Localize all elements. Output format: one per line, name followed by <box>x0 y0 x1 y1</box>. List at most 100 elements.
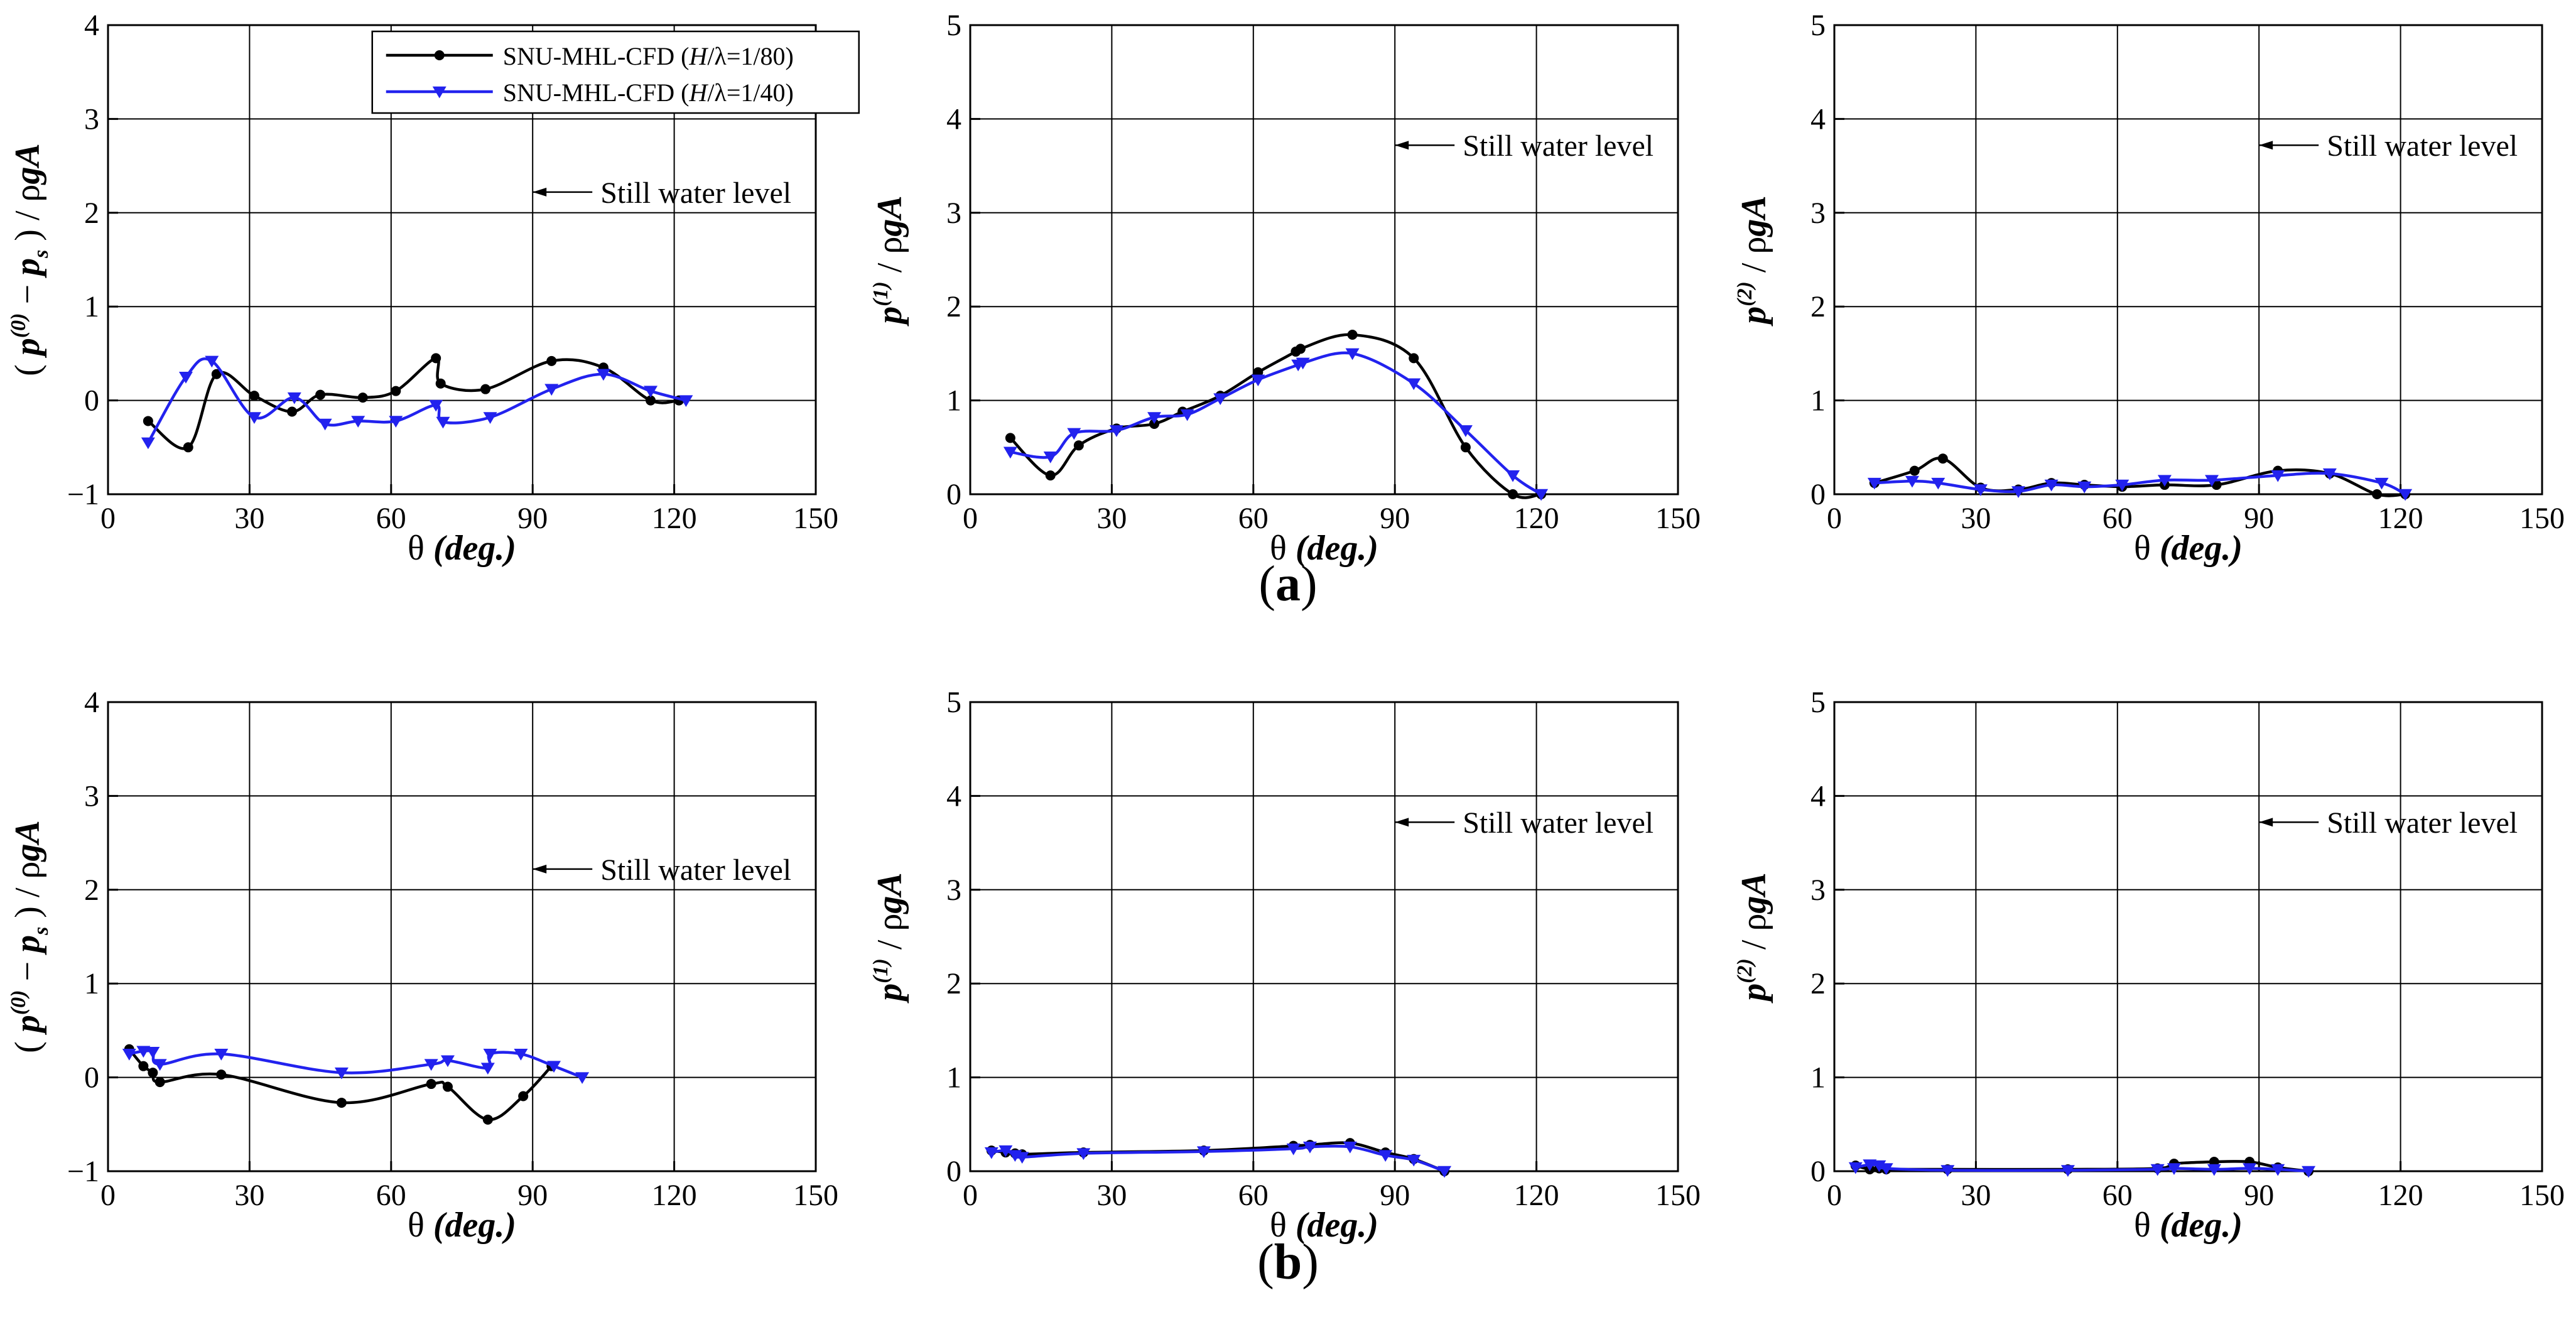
data-point-h40 <box>2243 1163 2257 1175</box>
data-point-h40 <box>483 412 497 424</box>
data-point-h40 <box>1407 1154 1421 1167</box>
grid <box>1834 25 2542 494</box>
data-point-h40 <box>544 384 559 396</box>
y-tick-label: 3 <box>946 197 961 230</box>
annotation-arrow-head <box>2259 141 2273 150</box>
y-tick-label: 2 <box>946 967 961 1000</box>
x-tick-label: 0 <box>963 502 978 535</box>
data-point-h40 <box>429 399 443 412</box>
data-point-h40 <box>1437 1166 1452 1178</box>
y-tick-label: 2 <box>1810 290 1826 323</box>
x-tick-label: 90 <box>517 1179 548 1212</box>
series-line-h40 <box>1010 351 1542 495</box>
y-tick-label: 3 <box>84 779 99 813</box>
y-tick-label: 2 <box>946 290 961 323</box>
data-point-h40 <box>141 437 155 450</box>
x-axis-label: θ (deg.) <box>408 529 516 568</box>
chart-panel-b1: 0 30 60 90 120 150 0 1 2 3 4 5 θ (deg.) p(1) / ρgA Sti… <box>869 686 1701 1245</box>
data-point-h40 <box>1076 1148 1091 1161</box>
data-point-h40 <box>2157 475 2172 487</box>
data-point-h40 <box>2077 481 2092 494</box>
legend-marker-1 <box>432 86 446 99</box>
data-point-h40 <box>2011 486 2026 498</box>
series-line-h80 <box>991 1141 1445 1173</box>
data-point-h40 <box>424 1059 438 1071</box>
plot-frame <box>1833 701 2543 1172</box>
annotation-arrow-head <box>533 187 547 197</box>
annotation-arrow-head <box>2259 818 2273 827</box>
data-point-h40 <box>214 1049 229 1061</box>
data-point-h40 <box>1378 1150 1393 1162</box>
chart-panel-a2: 0 30 60 90 120 150 0 1 2 3 4 5 θ (deg.) p(2) / ρgA Sti… <box>1733 9 2565 568</box>
x-tick-label: 0 <box>1827 502 1842 535</box>
panel-b-letter: b <box>1274 1235 1302 1290</box>
data-point-h80 <box>480 384 491 394</box>
grid <box>970 25 1678 494</box>
y-tick-label: 4 <box>946 102 961 136</box>
data-point-h40 <box>1534 489 1549 501</box>
data-point-h40 <box>1180 409 1194 421</box>
data-point-h80 <box>2372 489 2383 499</box>
data-point-h40 <box>1867 477 1881 490</box>
y-axis-label: p(2) / ρgA <box>1733 872 1773 1004</box>
data-point-h80 <box>138 1061 149 1071</box>
data-point-h40 <box>1003 447 1017 459</box>
y-tick-label: 3 <box>84 102 99 136</box>
data-point-h80 <box>1005 433 1015 443</box>
annotation-label: Still water level <box>2327 129 2518 163</box>
data-point-h40 <box>1506 470 1520 482</box>
x-tick-label: 60 <box>2102 1179 2133 1212</box>
y-tick-label: 1 <box>946 1061 961 1095</box>
grid <box>1834 702 2542 1171</box>
y-tick-label: 5 <box>946 686 961 719</box>
x-axis-label: θ (deg.) <box>1270 529 1378 568</box>
y-axis-label: p(2) / ρgA <box>1733 195 1773 327</box>
x-tick-label: 0 <box>100 1179 116 1212</box>
x-axis-label: θ (deg.) <box>2134 1206 2243 1245</box>
still-water-annotation: Still water level <box>533 176 791 210</box>
data-point-h40 <box>1043 451 1058 463</box>
data-point-h40 <box>247 412 261 424</box>
y-tick-label: 2 <box>84 874 99 907</box>
y-tick-label: 0 <box>946 478 961 511</box>
y-tick-label: 0 <box>84 384 99 418</box>
data-point-h80 <box>518 1091 529 1102</box>
data-point-h40 <box>1067 428 1081 440</box>
y-tick-label: 2 <box>1810 967 1826 1000</box>
data-point-h40 <box>2150 1164 2165 1176</box>
annotation-arrow-head <box>1395 818 1409 827</box>
x-tick-label: 150 <box>1655 1179 1701 1212</box>
y-tick-label: 1 <box>1810 384 1826 418</box>
x-tick-label: 120 <box>652 1179 697 1212</box>
y-tick-label: 5 <box>946 9 961 42</box>
data-point-h80 <box>435 378 446 389</box>
y-tick-label: 5 <box>1810 9 1826 42</box>
x-tick-label: 90 <box>1380 1179 1410 1212</box>
data-point-h80 <box>287 406 298 417</box>
y-tick-label: 4 <box>1810 102 1826 136</box>
legend-label-1: SNU-MHL-CFD (H/λ=1/40) <box>503 78 794 107</box>
data-point-h80 <box>391 386 401 396</box>
data-point-h40 <box>2302 1166 2316 1178</box>
x-tick-label: 150 <box>793 502 838 535</box>
y-tick-label: 1 <box>84 290 99 323</box>
data-point-h40 <box>2060 1165 2075 1177</box>
legend: SNU-MHL-CFD (H/λ=1/80) SNU-MHL-CFD (H/λ=1… <box>371 30 860 114</box>
data-point-h40 <box>2398 489 2413 501</box>
data-point-h40 <box>122 1049 136 1061</box>
y-tick-label: 3 <box>1810 197 1826 230</box>
y-tick-label: 0 <box>84 1061 99 1095</box>
data-point-h40 <box>1109 425 1123 437</box>
still-water-annotation: Still water level <box>533 853 791 887</box>
x-axis-label: θ (deg.) <box>2134 529 2243 568</box>
data-point-h40 <box>351 416 365 428</box>
data-point-h80 <box>1508 489 1518 499</box>
x-tick-label: 120 <box>2378 502 2423 535</box>
y-tick-label: 1 <box>946 384 961 418</box>
y-tick-label: 1 <box>1810 1061 1826 1095</box>
data-point-h80 <box>1937 453 1948 464</box>
x-tick-label: 0 <box>1827 1179 1842 1212</box>
data-point-h40 <box>596 369 610 381</box>
data-point-h80 <box>426 1079 436 1090</box>
